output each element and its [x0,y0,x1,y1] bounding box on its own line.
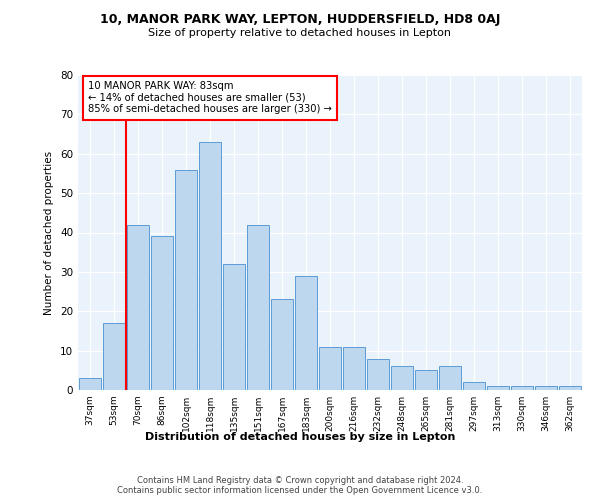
Bar [271,300,293,390]
Bar [415,370,437,390]
Y-axis label: Number of detached properties: Number of detached properties [44,150,55,314]
Text: Contains HM Land Registry data © Crown copyright and database right 2024.
Contai: Contains HM Land Registry data © Crown c… [118,476,482,495]
Text: 10, MANOR PARK WAY, LEPTON, HUDDERSFIELD, HD8 0AJ: 10, MANOR PARK WAY, LEPTON, HUDDERSFIELD… [100,12,500,26]
Bar [295,276,317,390]
Bar [247,224,269,390]
Bar [391,366,413,390]
Bar [535,386,557,390]
Bar [127,224,149,390]
Bar [487,386,509,390]
Bar [175,170,197,390]
Bar [343,346,365,390]
Text: Distribution of detached houses by size in Lepton: Distribution of detached houses by size … [145,432,455,442]
Bar [319,346,341,390]
Bar [79,378,101,390]
Text: 10 MANOR PARK WAY: 83sqm
← 14% of detached houses are smaller (53)
85% of semi-d: 10 MANOR PARK WAY: 83sqm ← 14% of detach… [88,82,332,114]
Bar [559,386,581,390]
Bar [103,323,125,390]
Bar [463,382,485,390]
Bar [151,236,173,390]
Bar [367,358,389,390]
Bar [511,386,533,390]
Text: Size of property relative to detached houses in Lepton: Size of property relative to detached ho… [149,28,452,38]
Bar [223,264,245,390]
Bar [199,142,221,390]
Bar [439,366,461,390]
